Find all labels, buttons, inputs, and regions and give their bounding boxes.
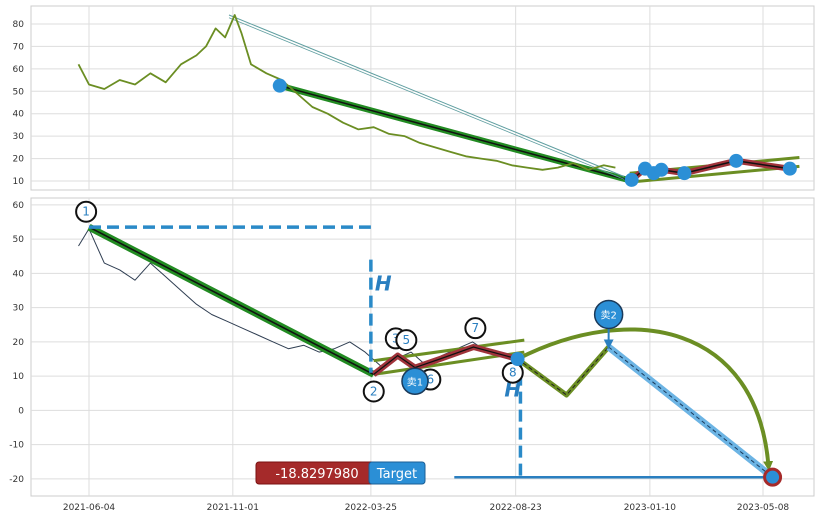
top-marker-dot bbox=[624, 172, 639, 187]
point-label-circle bbox=[464, 317, 487, 340]
bottom-y-tick-label: 60 bbox=[13, 201, 25, 211]
x-tick-label: 2023-01-10 bbox=[624, 503, 677, 513]
bottom-trend-lines bbox=[87, 223, 525, 378]
bottom-reference-lines bbox=[89, 225, 783, 487]
bottom-projection bbox=[516, 327, 775, 480]
top-y-tick-label: 10 bbox=[13, 177, 25, 187]
top-marker-dot bbox=[729, 153, 744, 168]
top-price-series bbox=[77, 14, 616, 171]
target-box-bg bbox=[368, 461, 426, 485]
target-box: Target bbox=[368, 461, 426, 485]
top-y-tick-label: 40 bbox=[13, 110, 25, 120]
point-label-text: 8 bbox=[509, 366, 517, 380]
point-label-circle bbox=[395, 329, 418, 352]
bottom-y-tick-label: 50 bbox=[13, 235, 25, 245]
top-overlay-line bbox=[228, 14, 625, 177]
point-label-text: 7 bbox=[472, 321, 480, 335]
bottom-plot-frame bbox=[30, 197, 815, 497]
x-tick-labels: 2021-06-04 2021-11-01 2022-03-25 2022-08-23… bbox=[63, 503, 790, 513]
bottom-y-tick-label: 30 bbox=[13, 304, 25, 314]
point-label-text: 1 bbox=[82, 205, 90, 219]
point-label-text: 5 bbox=[403, 333, 411, 347]
bottom-y-tick-label: -20 bbox=[9, 475, 24, 485]
sell-marker-circle bbox=[593, 299, 624, 330]
value-box: -18.8297980 bbox=[255, 461, 379, 485]
top-y-tick-label: 60 bbox=[13, 65, 25, 75]
x-tick-label: 2023-05-08 bbox=[737, 503, 790, 513]
top-y-tick-label: 50 bbox=[13, 87, 25, 97]
top-price-line bbox=[77, 14, 616, 171]
point-label-text: 2 bbox=[370, 385, 378, 399]
top-marker-dot bbox=[782, 161, 797, 176]
target-point bbox=[763, 467, 783, 487]
bottom-panel: -20 -10 0 10 20 30 40 50 60 2021-06-04 2021-11-01… bbox=[9, 197, 815, 513]
top-marker-dot bbox=[677, 166, 692, 181]
top-y-tick-label: 70 bbox=[13, 42, 25, 52]
top-marker-dot bbox=[654, 162, 669, 177]
top-plot-frame bbox=[30, 5, 815, 191]
target-box-text: Target bbox=[376, 467, 417, 482]
bottom-y-tick-label: 20 bbox=[13, 338, 25, 348]
top-y-tick-label: 20 bbox=[13, 155, 25, 165]
top-markers bbox=[272, 78, 797, 187]
projection-arc-arrow bbox=[516, 327, 774, 472]
bottom-trend-core bbox=[88, 226, 375, 376]
sell-line-band bbox=[606, 344, 775, 480]
x-tick-label: 2022-08-23 bbox=[489, 503, 541, 513]
top-overlay-line bbox=[629, 164, 800, 184]
sell-marker-text: 卖1 bbox=[407, 376, 423, 388]
point-label-circle bbox=[362, 380, 385, 403]
bottom-y-tick-label: 10 bbox=[13, 372, 25, 382]
top-marker-dot bbox=[272, 78, 287, 93]
bottom-y-tick-label: 0 bbox=[18, 406, 24, 416]
bottom-y-tick-labels: -20 -10 0 10 20 30 40 50 60 bbox=[9, 201, 24, 485]
sell-marker-text: 卖2 bbox=[600, 309, 616, 321]
top-panel: 10 20 30 40 50 60 70 80 bbox=[13, 5, 815, 191]
bottom-annotations: HH1235678卖1卖2 bbox=[75, 200, 624, 403]
h-label: H bbox=[375, 271, 392, 295]
top-overlay-line-thin bbox=[228, 17, 625, 180]
sell-marker-circle bbox=[401, 367, 429, 396]
bottom-y-tick-label: 40 bbox=[13, 269, 25, 279]
top-grid bbox=[31, 6, 814, 190]
x-tick-label: 2022-03-25 bbox=[345, 503, 397, 513]
zigzag-end-dot bbox=[510, 351, 525, 366]
h-label: H bbox=[504, 378, 521, 402]
point-label-circle bbox=[75, 200, 98, 223]
top-y-tick-label: 30 bbox=[13, 132, 25, 142]
projection-band bbox=[516, 345, 611, 398]
top-y-tick-labels: 10 20 30 40 50 60 70 80 bbox=[13, 20, 25, 187]
bottom-y-tick-label: -10 bbox=[9, 441, 24, 451]
bottom-zigzag-core bbox=[373, 346, 518, 375]
value-box-text: -18.8297980 bbox=[275, 467, 358, 482]
x-tick-label: 2021-06-04 bbox=[63, 503, 116, 513]
top-y-tick-label: 80 bbox=[13, 20, 25, 30]
point-label-text: 6 bbox=[426, 373, 434, 387]
x-tick-label: 2021-11-01 bbox=[207, 503, 259, 513]
